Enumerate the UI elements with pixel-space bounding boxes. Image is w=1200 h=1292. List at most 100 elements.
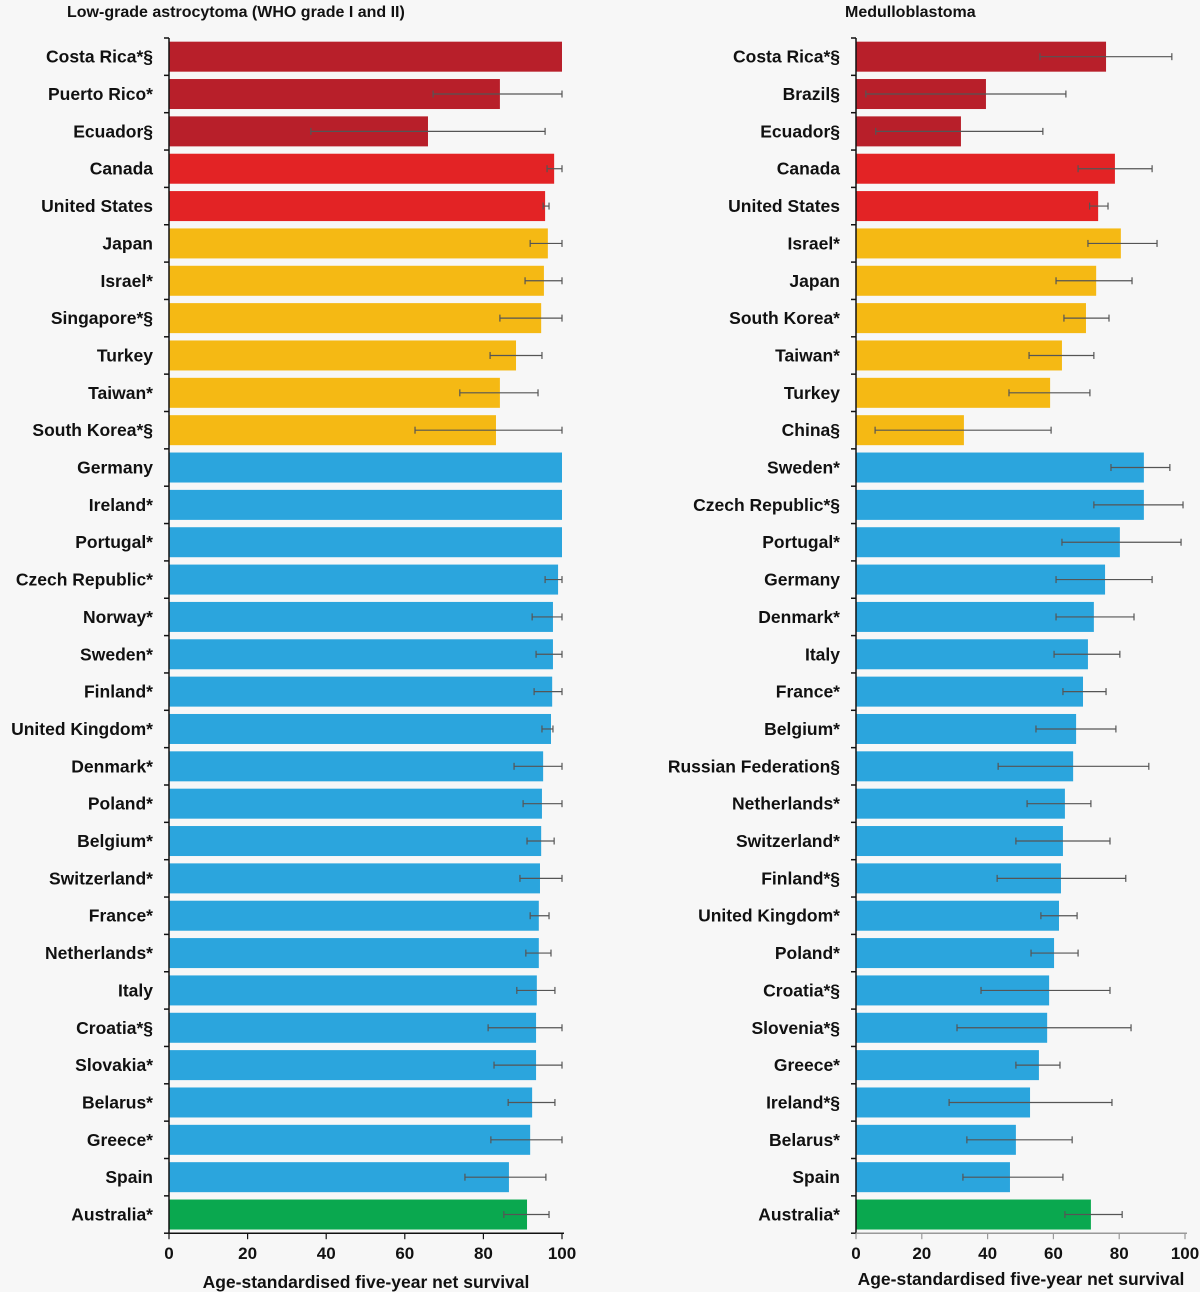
category-label: Australia* bbox=[758, 1205, 840, 1225]
category-label: Ecuador§ bbox=[760, 121, 840, 141]
category-label: Denmark* bbox=[758, 607, 840, 627]
category-label: Israel* bbox=[787, 233, 840, 253]
category-label: Germany bbox=[77, 458, 153, 478]
bar-0-17 bbox=[169, 676, 553, 707]
x-tick-label: 40 bbox=[317, 1244, 336, 1263]
category-label: Ireland* bbox=[89, 495, 153, 515]
category-label: Netherlands* bbox=[45, 943, 153, 963]
category-label: Brazil§ bbox=[783, 84, 841, 104]
category-label: Turkey bbox=[784, 383, 840, 403]
chart-title: Low-grade astrocytoma (WHO grade I and I… bbox=[67, 4, 405, 21]
bar-0-16 bbox=[169, 639, 553, 670]
category-label: Taiwan* bbox=[88, 383, 153, 403]
bar-0-18 bbox=[169, 713, 551, 744]
bar-1-8 bbox=[856, 340, 1062, 371]
bar-1-3 bbox=[856, 153, 1115, 184]
bar-0-3 bbox=[169, 153, 555, 184]
category-label: Netherlands* bbox=[732, 794, 840, 814]
category-label: Portugal* bbox=[75, 532, 153, 552]
category-label: United States bbox=[41, 196, 153, 216]
bar-0-21 bbox=[169, 826, 542, 857]
bar-0-26 bbox=[169, 1012, 537, 1043]
bar-1-15 bbox=[856, 601, 1094, 632]
panel-low-grade-astrocytoma: Low-grade astrocytoma (WHO grade I and I… bbox=[11, 4, 576, 1292]
bar-0-14 bbox=[169, 564, 559, 595]
category-label: Russian Federation§ bbox=[668, 756, 840, 776]
category-label: Greece* bbox=[774, 1055, 840, 1075]
category-label: Switzerland* bbox=[49, 868, 153, 888]
category-label: France* bbox=[776, 682, 840, 702]
category-label: Ireland*§ bbox=[766, 1092, 840, 1112]
category-label: Belgium* bbox=[77, 831, 153, 851]
category-label: Portugal* bbox=[762, 532, 840, 552]
bar-1-17 bbox=[856, 676, 1084, 707]
category-label: Belarus* bbox=[769, 1130, 840, 1150]
x-tick-label: 0 bbox=[164, 1244, 173, 1263]
category-label: Poland* bbox=[88, 794, 153, 814]
bar-0-30 bbox=[169, 1162, 509, 1193]
bar-0-29 bbox=[169, 1124, 531, 1155]
bar-0-20 bbox=[169, 788, 542, 819]
bar-0-27 bbox=[169, 1050, 537, 1081]
chart-title: Medulloblastoma bbox=[845, 4, 976, 21]
category-label: Denmark* bbox=[71, 756, 153, 776]
bar-0-7 bbox=[169, 303, 542, 334]
bar-1-23 bbox=[856, 900, 1059, 931]
bar-1-5 bbox=[856, 228, 1121, 259]
x-tick-label: 20 bbox=[238, 1244, 257, 1263]
x-tick-label: 60 bbox=[1044, 1244, 1063, 1263]
category-label: Italy bbox=[118, 980, 153, 1000]
category-label: United States bbox=[728, 196, 840, 216]
category-label: Finland* bbox=[84, 682, 153, 702]
category-label: Poland* bbox=[775, 943, 840, 963]
category-label: Czech Republic*§ bbox=[693, 495, 840, 515]
bar-0-13 bbox=[169, 527, 562, 558]
x-tick-label: 60 bbox=[395, 1244, 414, 1263]
bar-0-31 bbox=[169, 1199, 528, 1230]
category-label: Germany bbox=[764, 570, 840, 590]
bar-0-24 bbox=[169, 938, 539, 969]
bar-0-12 bbox=[169, 489, 562, 520]
bar-0-19 bbox=[169, 751, 544, 782]
bar-0-4 bbox=[169, 191, 546, 222]
category-label: Australia* bbox=[71, 1205, 153, 1225]
x-tick-label: 100 bbox=[1171, 1244, 1199, 1263]
category-label: Croatia*§ bbox=[76, 1018, 153, 1038]
category-label: Spain bbox=[792, 1167, 840, 1187]
category-label: United Kingdom* bbox=[11, 719, 153, 739]
bar-1-16 bbox=[856, 639, 1088, 670]
category-label: Turkey bbox=[97, 345, 153, 365]
category-label: Croatia*§ bbox=[763, 980, 840, 1000]
category-label: Spain bbox=[105, 1167, 153, 1187]
category-label: Italy bbox=[805, 644, 840, 664]
category-label: Belgium* bbox=[764, 719, 840, 739]
x-tick-label: 100 bbox=[548, 1244, 576, 1263]
bar-0-9 bbox=[169, 377, 500, 408]
category-label: United Kingdom* bbox=[698, 906, 840, 926]
bar-0-15 bbox=[169, 601, 553, 632]
category-label: Norway* bbox=[83, 607, 153, 627]
bar-0-6 bbox=[169, 265, 544, 296]
x-tick-label: 0 bbox=[851, 1244, 860, 1263]
x-axis-label: Age-standardised five-year net survival bbox=[858, 1269, 1185, 1289]
x-tick-label: 40 bbox=[978, 1244, 997, 1263]
category-label: Sweden* bbox=[767, 458, 840, 478]
category-label: Costa Rica*§ bbox=[46, 47, 153, 67]
bar-0-25 bbox=[169, 975, 537, 1006]
bar-1-11 bbox=[856, 452, 1144, 483]
category-label: Slovakia* bbox=[75, 1055, 153, 1075]
bar-0-0 bbox=[169, 41, 562, 72]
category-label: Canada bbox=[90, 159, 153, 179]
bar-1-31 bbox=[856, 1199, 1091, 1230]
category-label: Sweden* bbox=[80, 644, 153, 664]
x-axis-label: Age-standardised five-year net survival bbox=[203, 1272, 530, 1292]
bar-0-8 bbox=[169, 340, 517, 371]
bar-1-7 bbox=[856, 303, 1086, 334]
category-label: Israel* bbox=[100, 271, 153, 291]
category-label: Japan bbox=[102, 233, 153, 253]
category-label: South Korea*§ bbox=[32, 420, 153, 440]
category-label: Czech Republic* bbox=[16, 570, 153, 590]
category-label: Japan bbox=[789, 271, 840, 291]
